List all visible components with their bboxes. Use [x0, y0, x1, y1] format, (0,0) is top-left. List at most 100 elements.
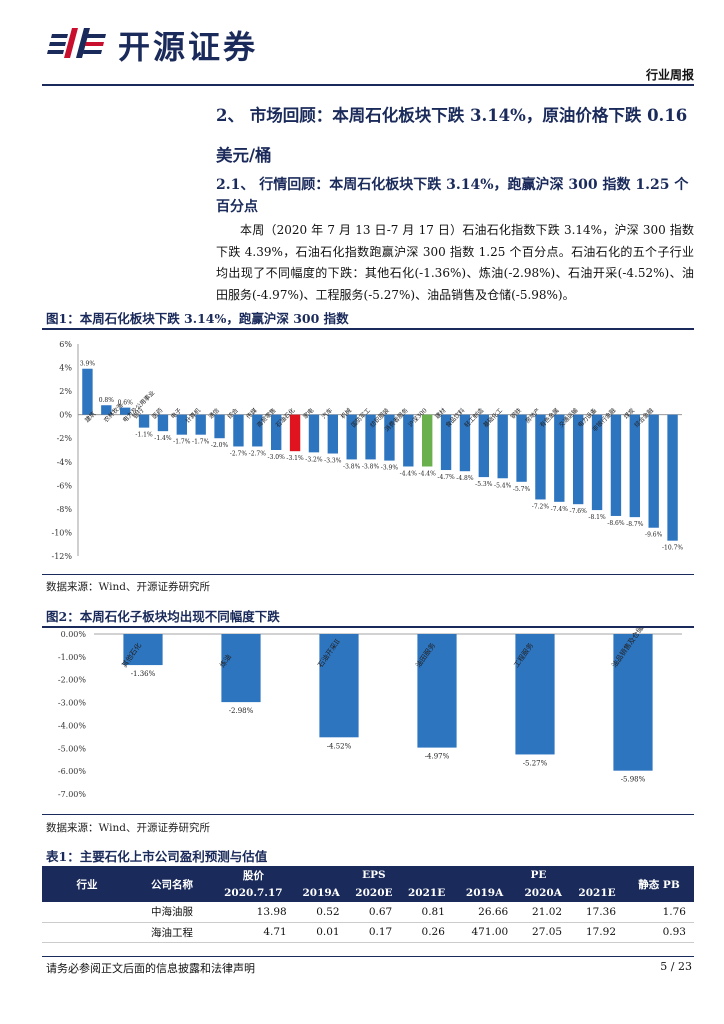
cell-company: 中海油服: [132, 902, 212, 923]
bar: [270, 414, 282, 450]
th-price: 股价: [212, 866, 295, 884]
y-tick-label: -5.00%: [58, 744, 87, 753]
valuation-table: 行业 公司名称 股价 EPS PE 静态 PB 2020.7.17 2019A …: [42, 866, 694, 943]
data-label: -9.6%: [645, 532, 663, 539]
figure2-top-rule: [42, 626, 694, 628]
bar: [319, 634, 359, 738]
page-number: 5 / 23: [660, 960, 692, 973]
cell-industry: [42, 922, 132, 943]
bar: [591, 414, 603, 511]
bar: [101, 405, 112, 415]
data-label: -8.1%: [588, 514, 606, 521]
bar: [252, 414, 263, 447]
bar: [221, 634, 261, 703]
data-label: -8.7%: [626, 521, 644, 528]
bar: [403, 414, 414, 467]
data-label: -1.1%: [135, 432, 153, 439]
data-label: -3.1%: [286, 455, 304, 462]
y-tick-label: 0.00%: [61, 630, 87, 639]
brand-name: 开源证券: [118, 28, 259, 66]
bar: [572, 414, 584, 505]
figure1-top-rule: [42, 328, 694, 330]
cell-price: 4.71: [212, 922, 295, 943]
data-label: 0.6%: [118, 400, 134, 407]
data-label: -4.97%: [425, 753, 450, 761]
th-price-date: 2020.7.17: [212, 884, 295, 902]
figure1-title: 图1：本周石化板块下跌 3.14%，跑赢沪深 300 指数: [46, 311, 349, 326]
bar: [459, 414, 471, 472]
cell-pe2021: 17.92: [570, 922, 624, 943]
section-subheading: 2.1、 行情回顾：本周石化板块下跌 3.14%，跑赢沪深 300 指数 1.2…: [216, 177, 689, 215]
data-label: -5.27%: [523, 759, 548, 767]
table-row: 海油工程 4.71 0.01 0.17 0.26 471.00 27.05 17…: [42, 922, 694, 943]
data-label: -2.0%: [211, 442, 229, 449]
cell-pe2019: 471.00: [452, 922, 517, 943]
y-tick-label: -4.00%: [58, 721, 87, 730]
figure1-bottom-rule: [42, 574, 694, 575]
header-divider: [42, 84, 694, 86]
data-label: -2.98%: [229, 707, 254, 715]
th-pe-2020: 2020A: [516, 884, 571, 902]
th-pe-2021: 2021E: [570, 884, 624, 902]
bar: [478, 414, 490, 478]
footer-disclaimer: 请务必参阅正文后面的信息披露和法律声明: [46, 962, 255, 975]
y-tick-label: -12%: [52, 552, 73, 561]
data-label: -1.36%: [131, 670, 156, 678]
bar: [327, 414, 339, 454]
y-tick-label: -6%: [57, 481, 73, 490]
th-eps: EPS: [294, 866, 453, 884]
bar: [535, 414, 546, 500]
bar: [384, 414, 395, 461]
bar: [440, 414, 452, 471]
y-tick-label: -7.00%: [58, 790, 87, 799]
bar: [138, 414, 150, 428]
y-tick-label: -4%: [57, 458, 73, 467]
bar: [497, 414, 508, 479]
data-label: -5.98%: [621, 776, 646, 784]
bar: [195, 414, 206, 435]
th-pb: 静态 PB: [624, 866, 694, 902]
cell-pb: 0.93: [624, 922, 694, 943]
data-label: -7.4%: [551, 506, 569, 513]
data-label: -8.6%: [607, 520, 625, 527]
cell-eps2019: 0.52: [294, 902, 348, 923]
th-pe-2019: 2019A: [452, 884, 517, 902]
bar: [613, 634, 653, 771]
data-label: -3.3%: [324, 458, 342, 465]
cell-price: 13.98: [212, 902, 295, 923]
data-label: -3.8%: [343, 463, 361, 470]
bar: [119, 407, 131, 415]
bar: [157, 414, 169, 432]
data-label: -4.4%: [419, 470, 437, 477]
y-tick-label: 2%: [59, 387, 72, 396]
data-label: -2.7%: [249, 450, 267, 457]
bar: [308, 414, 320, 453]
brand-logo-icon: [47, 28, 106, 58]
data-label: -1.7%: [173, 439, 191, 446]
figure2-title: 图2：本周石化子板块均出现不同幅度下跌: [46, 609, 280, 624]
data-label: -10.7%: [662, 545, 683, 552]
y-tick-label: -1.00%: [58, 653, 87, 662]
data-label: -3.8%: [362, 463, 380, 470]
th-eps-2021: 2021E: [400, 884, 453, 902]
data-label: -5.3%: [475, 481, 493, 488]
table-row: 中海油服 13.98 0.52 0.67 0.81 26.66 21.02 17…: [42, 902, 694, 923]
y-tick-label: -3.00%: [58, 699, 87, 708]
bar: [554, 414, 565, 502]
figure2-bottom-rule: [42, 814, 694, 815]
y-tick-label: 6%: [59, 340, 72, 349]
cell-pe2020: 27.05: [516, 922, 571, 943]
th-company: 公司名称: [132, 866, 212, 902]
cell-company: 海油工程: [132, 922, 212, 943]
data-label: -4.4%: [400, 470, 418, 477]
cell-pb: 1.76: [624, 902, 694, 923]
cell-pe2021: 17.36: [570, 902, 624, 923]
figure1-source: 数据来源：Wind、开源证券研究所: [46, 581, 210, 593]
cell-eps2021: 0.81: [400, 902, 453, 923]
y-tick-label: 4%: [59, 364, 72, 373]
cell-eps2021: 0.26: [400, 922, 453, 943]
y-tick-label: -2.00%: [58, 676, 87, 685]
bar: [365, 414, 376, 460]
table-title: 表1：主要石化上市公司盈利预测与估值: [46, 849, 268, 864]
bar: [421, 414, 433, 467]
